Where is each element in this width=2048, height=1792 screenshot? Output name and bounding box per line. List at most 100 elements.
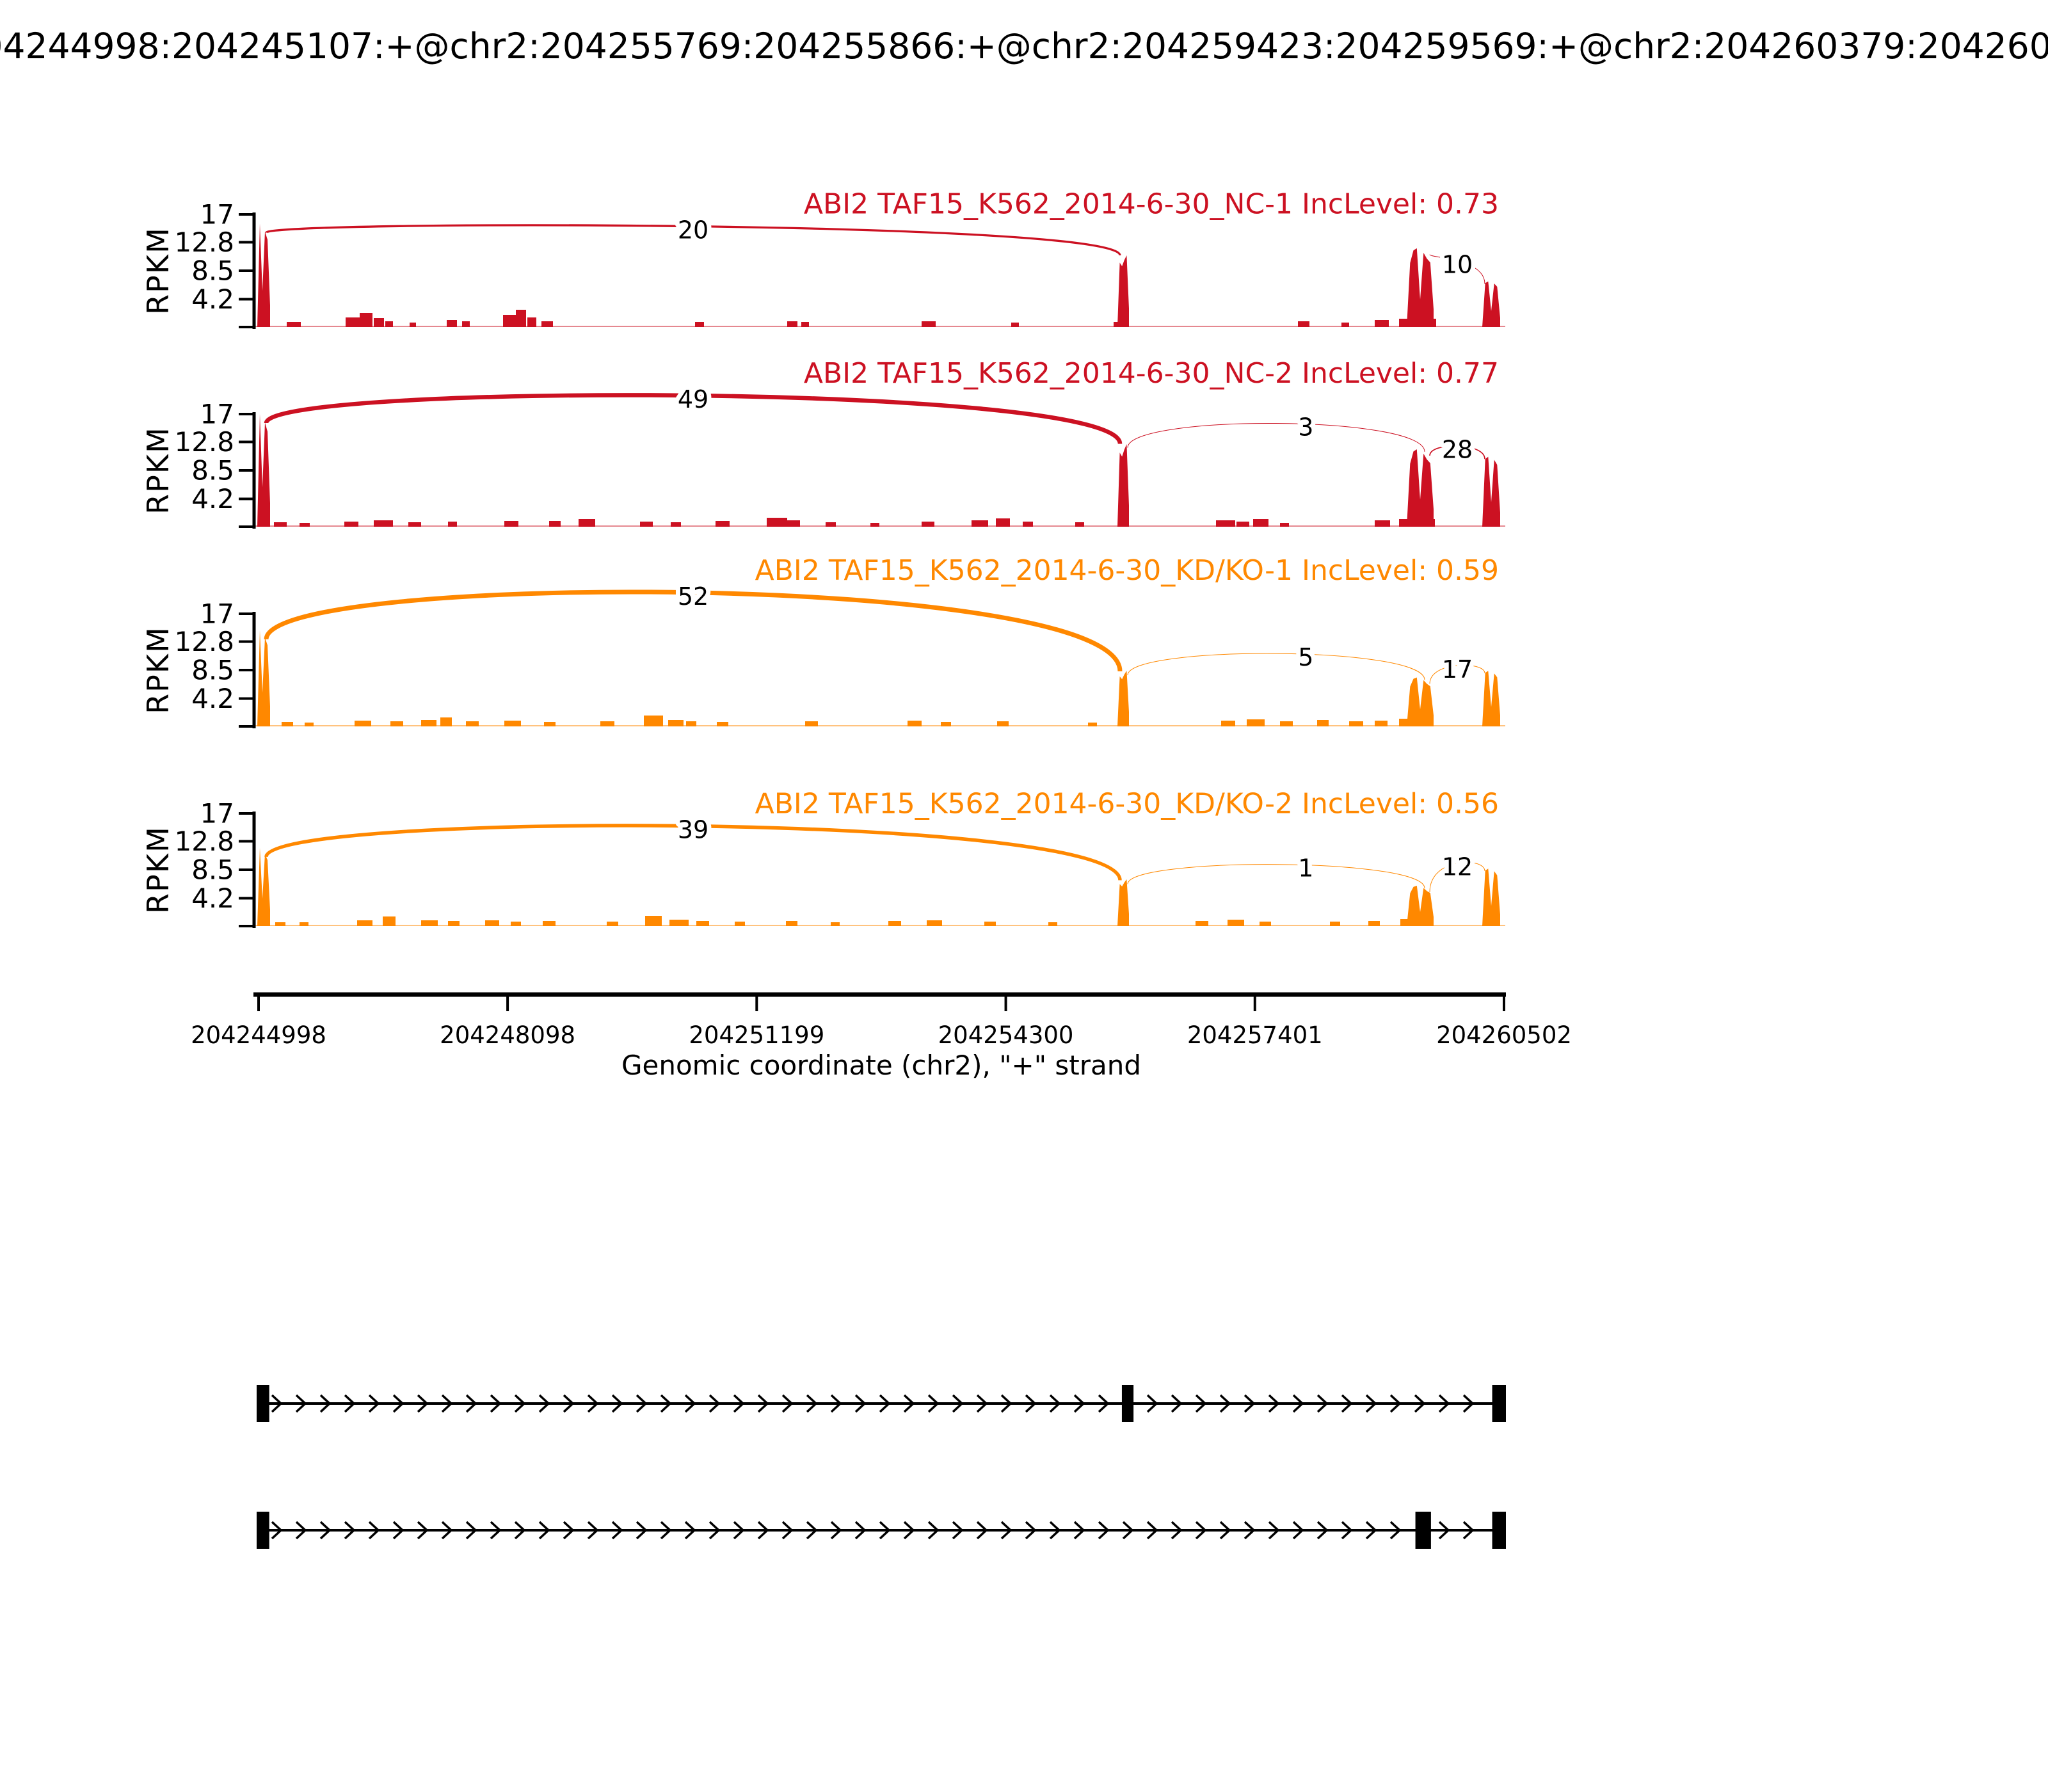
coverage-noise bbox=[1075, 522, 1084, 527]
intron-arrow bbox=[1000, 1394, 1012, 1413]
junction-count-label: 49 bbox=[678, 385, 708, 413]
intron-arrow bbox=[879, 1521, 891, 1540]
intron-arrow bbox=[1244, 1521, 1256, 1540]
coverage-noise bbox=[1330, 922, 1340, 926]
coverage-noise bbox=[696, 921, 709, 926]
intron-arrow bbox=[1049, 1521, 1061, 1540]
intron-arrow bbox=[490, 1521, 502, 1540]
intron-arrow bbox=[368, 1521, 380, 1540]
coverage-noise bbox=[1349, 721, 1363, 726]
intron-arrow bbox=[392, 1394, 404, 1413]
intron-arrow bbox=[1414, 1394, 1426, 1413]
y-tick-label: 8.5 bbox=[191, 854, 234, 886]
coverage-noise bbox=[826, 522, 836, 527]
intron-arrow bbox=[1073, 1521, 1085, 1540]
coverage-noise bbox=[1253, 519, 1268, 527]
coverage-noise bbox=[669, 920, 689, 926]
intron-arrow bbox=[1244, 1394, 1256, 1413]
coverage-noise bbox=[274, 522, 287, 527]
coverage-noise bbox=[504, 721, 521, 726]
coverage-noise bbox=[1088, 723, 1097, 726]
intron-arrow bbox=[1122, 1521, 1134, 1540]
junction-arc bbox=[1429, 861, 1485, 892]
junction-count-label: 5 bbox=[1298, 643, 1313, 671]
y-tick-label: 17 bbox=[200, 798, 234, 829]
coverage-noise bbox=[447, 320, 457, 327]
coverage-noise bbox=[448, 522, 457, 527]
intron-arrow bbox=[514, 1394, 526, 1413]
x-tick-label: 204257401 bbox=[1187, 1021, 1323, 1049]
coverage-noise bbox=[511, 922, 521, 926]
intron-arrow bbox=[952, 1521, 964, 1540]
y-tick-label: 8.5 bbox=[191, 255, 234, 287]
y-axis-label: RPKM bbox=[141, 227, 175, 315]
coverage-noise bbox=[421, 720, 436, 726]
intron-arrow bbox=[1098, 1521, 1110, 1540]
intron-arrow bbox=[708, 1394, 721, 1413]
intron-arrow bbox=[417, 1394, 429, 1413]
y-tick-label: 4.2 bbox=[191, 483, 234, 515]
junction-count-label: 17 bbox=[1442, 655, 1473, 684]
track-title: ABI2 TAF15_K562_2014-6-30_KD/KO-2 IncLev… bbox=[755, 788, 1499, 820]
coverage-noise bbox=[357, 920, 372, 926]
coverage-noise bbox=[1280, 721, 1293, 726]
junction-arc bbox=[264, 589, 1123, 672]
intron-arrow bbox=[1365, 1394, 1377, 1413]
coverage-noise bbox=[805, 721, 818, 726]
intron-arrow bbox=[927, 1394, 940, 1413]
exon-coverage-peak bbox=[1407, 248, 1434, 327]
coverage-noise bbox=[1228, 920, 1244, 926]
intron-arrow bbox=[733, 1521, 745, 1540]
y-axis-label: RPKM bbox=[141, 626, 175, 714]
coverage-noise bbox=[1375, 721, 1388, 726]
coverage-noise bbox=[888, 921, 901, 926]
x-tick-label: 204254300 bbox=[938, 1021, 1074, 1049]
coverage-noise bbox=[383, 916, 396, 926]
coverage-noise bbox=[1341, 323, 1349, 327]
coverage-noise bbox=[305, 723, 314, 726]
coverage-noise bbox=[440, 717, 452, 726]
coverage-noise bbox=[922, 522, 934, 527]
coverage-noise bbox=[1317, 720, 1329, 726]
intron-arrow bbox=[465, 1394, 477, 1413]
coverage-noise bbox=[1247, 719, 1265, 726]
coverage-noise bbox=[695, 322, 704, 327]
coverage-noise bbox=[1260, 922, 1271, 926]
coverage-noise bbox=[544, 722, 556, 726]
coverage-noise bbox=[972, 520, 988, 527]
coverage-noise bbox=[717, 722, 728, 726]
coverage-noise bbox=[767, 518, 787, 527]
intron-arrow bbox=[1000, 1521, 1012, 1540]
coverage-noise bbox=[541, 321, 553, 327]
exon-coverage-peak bbox=[1407, 677, 1434, 726]
coverage-noise bbox=[466, 721, 479, 726]
intron-arrow bbox=[271, 1521, 283, 1540]
exon-coverage-peak bbox=[257, 223, 270, 327]
intron-arrow bbox=[587, 1521, 599, 1540]
intron-arrow bbox=[392, 1521, 404, 1540]
coverage-noise bbox=[668, 720, 684, 726]
x-tick-label: 204244998 bbox=[191, 1021, 326, 1049]
intron-arrow bbox=[976, 1521, 988, 1540]
y-tick-label: 8.5 bbox=[191, 655, 234, 686]
junction-count-label: 52 bbox=[678, 582, 708, 611]
y-tick-label: 4.2 bbox=[191, 284, 234, 315]
coverage-noise bbox=[344, 522, 358, 527]
coverage-noise bbox=[1298, 321, 1309, 327]
coverage-noise bbox=[908, 721, 922, 726]
intron-arrow bbox=[830, 1394, 842, 1413]
intron-arrow bbox=[1025, 1394, 1037, 1413]
coverage-noise bbox=[1011, 323, 1019, 327]
y-tick-label: 17 bbox=[200, 399, 234, 430]
junction-arc bbox=[1127, 423, 1425, 452]
coverage-noise bbox=[421, 920, 438, 926]
coverage-noise bbox=[997, 721, 1009, 726]
intron-arrow bbox=[563, 1394, 575, 1413]
intron-arrow bbox=[903, 1394, 915, 1413]
intron-arrow bbox=[1171, 1521, 1183, 1540]
intron-arrow bbox=[319, 1521, 332, 1540]
coverage-noise bbox=[410, 323, 416, 327]
